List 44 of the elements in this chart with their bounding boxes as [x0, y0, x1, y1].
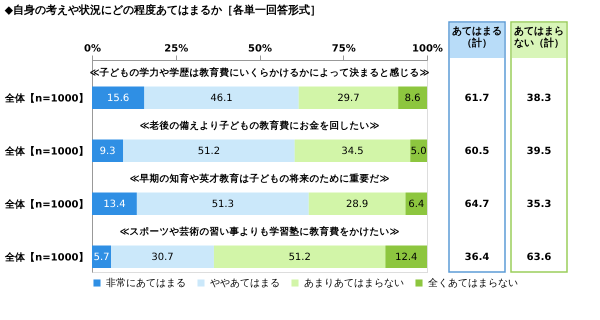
data-label: 6.4 — [408, 198, 424, 210]
text: あてはまる（計） — [452, 26, 502, 49]
text: 全体【n=1000】 — [5, 252, 88, 264]
data-label: 15.6 — [106, 92, 130, 104]
data-label: 8.6 — [404, 92, 421, 104]
legend-label: 非常にあてはまる — [106, 277, 186, 289]
text: あてはまらない（計） — [514, 26, 564, 49]
text: 全体【n=1000】 — [5, 146, 88, 158]
data-label: 51.3 — [212, 198, 234, 210]
data-label: 9.3 — [100, 146, 116, 157]
data-label: 5.7 — [94, 252, 110, 263]
data-label: 30.7 — [151, 252, 174, 263]
x-tick-label: 75% — [332, 44, 356, 54]
text: 60.5 — [464, 146, 490, 157]
data-label: 13.4 — [103, 198, 126, 210]
data-label: 5.0 — [410, 146, 427, 157]
text: 63.6 — [526, 252, 552, 263]
y-axis-title: 全体【n=1000】 — [4, 92, 88, 104]
text: 39.5 — [526, 146, 552, 157]
data-label: 29.7 — [337, 92, 360, 104]
legend-label: ややあてはまる — [210, 278, 280, 289]
text: 全体【n=1000】 — [5, 199, 88, 210]
legend-label: 全くあてはまらない — [428, 277, 518, 289]
y-tick-label: ≪子どもの学力や学歴は教育費にいくらかけるかによって決まると感じる≫ — [90, 66, 430, 79]
data-label: 51.2 — [288, 252, 311, 263]
x-tick-label: 100% — [412, 44, 443, 54]
y-tick-label: ≪早期の知育や英才教育は子どもの将来のために重要だ≫ — [130, 172, 390, 185]
x-tick-label: 50% — [248, 44, 272, 54]
text: 38.3 — [526, 92, 552, 104]
data-label: 28.9 — [346, 198, 368, 210]
text: 36.4 — [464, 252, 490, 263]
data-label: 34.5 — [341, 146, 364, 157]
chart-title: ◆自身の考えや状況にどの程度あてはまるか［各単一回答形式］ — [4, 3, 322, 16]
y-tick-label: ≪スポーツや芸術の習い事よりも学習塾に教育費をかけたい≫ — [120, 226, 400, 238]
text: 61.7 — [464, 92, 490, 104]
x-tick-label: 0% — [84, 44, 101, 54]
data-label: 46.1 — [210, 92, 233, 104]
x-tick-label: 25% — [164, 44, 188, 54]
text: 64.7 — [464, 198, 490, 210]
y-tick-label: ≪老後の備えより子どもの教育費にお金を回したい≫ — [140, 120, 380, 132]
text: 35.3 — [526, 198, 552, 210]
legend-label: あまりあてはまらない — [304, 278, 404, 289]
data-label: 12.4 — [395, 252, 418, 263]
data-label: 51.2 — [198, 146, 220, 157]
